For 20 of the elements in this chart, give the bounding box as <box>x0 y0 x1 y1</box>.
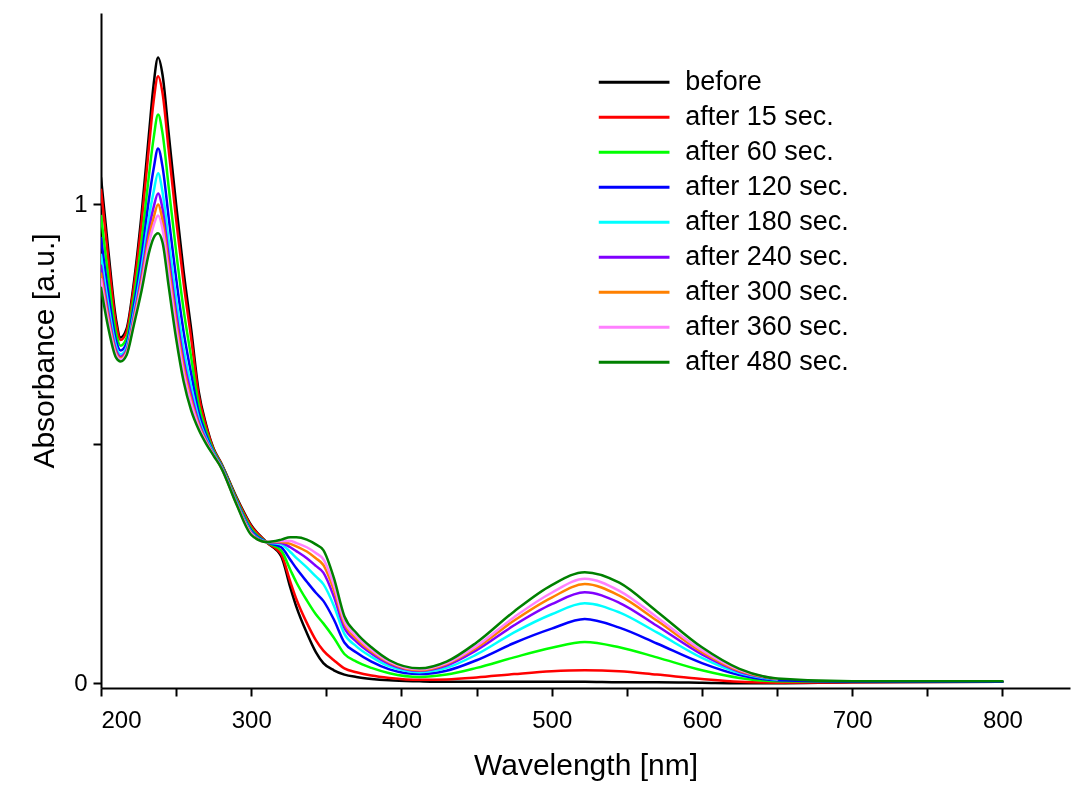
legend-label: after 240 sec. <box>685 241 849 272</box>
legend-label: after 60 sec. <box>685 136 834 167</box>
legend-label: after 15 sec. <box>685 101 834 132</box>
x-tick-label: 800 <box>982 705 1023 733</box>
x-tick-label: 400 <box>381 705 422 733</box>
y-axis-title: Absorbance [a.u.] <box>27 233 61 469</box>
x-tick-label: 600 <box>682 705 723 733</box>
x-tick-label: 700 <box>832 705 873 733</box>
legend-label: before <box>685 66 762 97</box>
legend-label: after 300 sec. <box>685 276 849 307</box>
x-tick-label: 200 <box>101 705 142 733</box>
legend-label: after 480 sec. <box>685 346 849 377</box>
x-tick-label: 500 <box>532 705 573 733</box>
legend-label: after 120 sec. <box>685 171 849 202</box>
y-tick-label: 0 <box>74 668 88 696</box>
legend-label: after 180 sec. <box>685 206 849 237</box>
legend-label: after 360 sec. <box>685 311 849 342</box>
x-tick-label: 300 <box>231 705 272 733</box>
x-axis-title: Wavelength [nm] <box>474 747 698 781</box>
y-tick-label: 1 <box>74 189 88 217</box>
